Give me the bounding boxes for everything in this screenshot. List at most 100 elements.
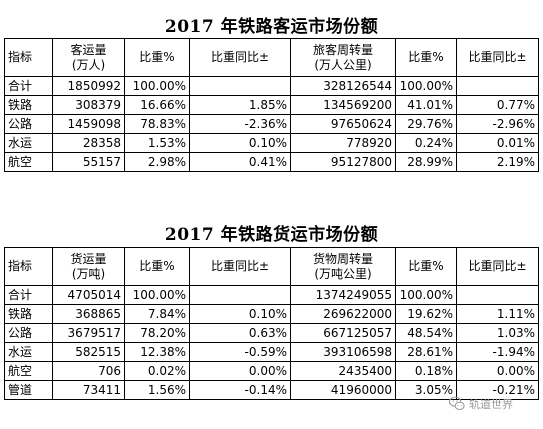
header-indicator: 指标: [4, 38, 53, 77]
wechat-icon: [448, 396, 465, 411]
header-share-yoy: 比重同比±: [189, 38, 291, 77]
table-row: 管道 73411 1.56% -0.14% 41960000 3.05% -0.…: [4, 380, 539, 400]
cell-share-yoy: 0.00%: [189, 361, 291, 381]
cell-share: 100.00%: [124, 76, 190, 96]
cell-share: 100.00%: [124, 285, 190, 305]
header-share: 比重%: [124, 247, 190, 286]
cell-share-yoy: 0.01%: [456, 133, 539, 153]
table-row: 航空 55157 2.98% 0.41% 95127800 28.99% 2.1…: [4, 152, 539, 172]
cell-share: 28.61%: [395, 342, 457, 362]
cell-share: 7.84%: [124, 304, 190, 324]
table-row: 水运 582515 12.38% -0.59% 393106598 28.61%…: [4, 342, 539, 362]
cell-share: 12.38%: [124, 342, 190, 362]
cell-share-yoy: [456, 76, 539, 96]
freight-table-title: 2017 年铁路货运市场份额: [164, 225, 379, 245]
table-row: 合计 4705014 100.00% 1374249055 100.00%: [4, 285, 539, 305]
cell-volume: 73411: [52, 380, 125, 400]
cell-share: 0.18%: [395, 361, 457, 381]
cell-turnover: 134569200: [290, 95, 396, 115]
table-header-row: 指标 货运量 (万吨) 比重% 比重同比± 货物周转量 (万吨公里) 比重% 比重同…: [4, 247, 539, 286]
cell-share-yoy: [189, 76, 291, 96]
header-share: 比重%: [395, 38, 457, 77]
cell-share: 19.62%: [395, 304, 457, 324]
cell-share: 2.98%: [124, 152, 190, 172]
cell-share: 100.00%: [395, 76, 457, 96]
cell-turnover: 95127800: [290, 152, 396, 172]
cell-volume: 368865: [52, 304, 125, 324]
cell-volume: 28358: [52, 133, 125, 153]
cell-share-yoy: [456, 285, 539, 305]
cell-share-yoy: 0.63%: [189, 323, 291, 343]
cell-volume: 1850992: [52, 76, 125, 96]
freight-share-table: 指标 货运量 (万吨) 比重% 比重同比± 货物周转量 (万吨公里) 比重% 比重同…: [4, 247, 539, 400]
header-share-yoy: 比重同比±: [456, 247, 539, 286]
passenger-table-title: 2017 年铁路客运市场份额: [164, 17, 379, 37]
row-label: 水运: [4, 342, 53, 362]
table-row: 公路 1459098 78.83% -2.36% 97650624 29.76%…: [4, 114, 539, 134]
cell-share: 1.56%: [124, 380, 190, 400]
row-label: 合计: [4, 285, 53, 305]
cell-share: 16.66%: [124, 95, 190, 115]
cell-share-yoy: 1.11%: [456, 304, 539, 324]
table-row: 水运 28358 1.53% 0.10% 778920 0.24% 0.01%: [4, 133, 539, 153]
header-share-yoy: 比重同比±: [456, 38, 539, 77]
cell-volume: 308379: [52, 95, 125, 115]
cell-turnover: 97650624: [290, 114, 396, 134]
cell-share-yoy: -0.21%: [456, 380, 539, 400]
row-label: 管道: [4, 380, 53, 400]
cell-share: 1.53%: [124, 133, 190, 153]
cell-volume: 4705014: [52, 285, 125, 305]
row-label: 公路: [4, 114, 53, 134]
cell-share: 100.00%: [395, 285, 457, 305]
cell-share-yoy: -1.94%: [456, 342, 539, 362]
cell-share: 78.20%: [124, 323, 190, 343]
cell-share-yoy: 0.10%: [189, 304, 291, 324]
cell-volume: 582515: [52, 342, 125, 362]
row-label: 合计: [4, 76, 53, 96]
cell-share: 41.01%: [395, 95, 457, 115]
cell-share-yoy: 0.00%: [456, 361, 539, 381]
row-label: 公路: [4, 323, 53, 343]
header-share: 比重%: [395, 247, 457, 286]
table-row: 铁路 368865 7.84% 0.10% 269622000 19.62% 1…: [4, 304, 539, 324]
table-header-row: 指标 客运量 (万人) 比重% 比重同比± 旅客周转量 (万人公里) 比重% 比重同…: [4, 38, 539, 77]
cell-share: 3.05%: [395, 380, 457, 400]
cell-turnover: 328126544: [290, 76, 396, 96]
cell-share-yoy: 0.41%: [189, 152, 291, 172]
header-indicator: 指标: [4, 247, 53, 286]
cell-volume: 55157: [52, 152, 125, 172]
cell-share: 48.54%: [395, 323, 457, 343]
cell-share-yoy: 1.03%: [456, 323, 539, 343]
passenger-share-table: 指标 客运量 (万人) 比重% 比重同比± 旅客周转量 (万人公里) 比重% 比重同…: [4, 38, 539, 172]
row-label: 水运: [4, 133, 53, 153]
cell-share: 0.02%: [124, 361, 190, 381]
table-row: 公路 3679517 78.20% 0.63% 667125057 48.54%…: [4, 323, 539, 343]
table-row: 航空 706 0.02% 0.00% 2435400 0.18% 0.00%: [4, 361, 539, 381]
cell-share-yoy: -0.59%: [189, 342, 291, 362]
cell-volume: 706: [52, 361, 125, 381]
cell-turnover: 667125057: [290, 323, 396, 343]
cell-share-yoy: [189, 285, 291, 305]
row-label: 铁路: [4, 95, 53, 115]
cell-turnover: 41960000: [290, 380, 396, 400]
watermark-text: 轨道世界: [469, 398, 513, 411]
header-freight-ton-km: 货物周转量 (万吨公里): [290, 247, 396, 286]
cell-share-yoy: 1.85%: [189, 95, 291, 115]
table-row: 铁路 308379 16.66% 1.85% 134569200 41.01% …: [4, 95, 539, 115]
row-label: 航空: [4, 361, 53, 381]
header-passenger-km: 旅客周转量 (万人公里): [290, 38, 396, 77]
cell-turnover: 269622000: [290, 304, 396, 324]
cell-turnover: 2435400: [290, 361, 396, 381]
cell-turnover: 778920: [290, 133, 396, 153]
cell-volume: 3679517: [52, 323, 125, 343]
row-label: 航空: [4, 152, 53, 172]
cell-turnover: 393106598: [290, 342, 396, 362]
cell-share: 0.24%: [395, 133, 457, 153]
cell-turnover: 1374249055: [290, 285, 396, 305]
cell-share: 29.76%: [395, 114, 457, 134]
cell-share-yoy: -2.96%: [456, 114, 539, 134]
row-label: 铁路: [4, 304, 53, 324]
cell-share-yoy: 0.10%: [189, 133, 291, 153]
header-share-yoy: 比重同比±: [189, 247, 291, 286]
cell-share: 78.83%: [124, 114, 190, 134]
